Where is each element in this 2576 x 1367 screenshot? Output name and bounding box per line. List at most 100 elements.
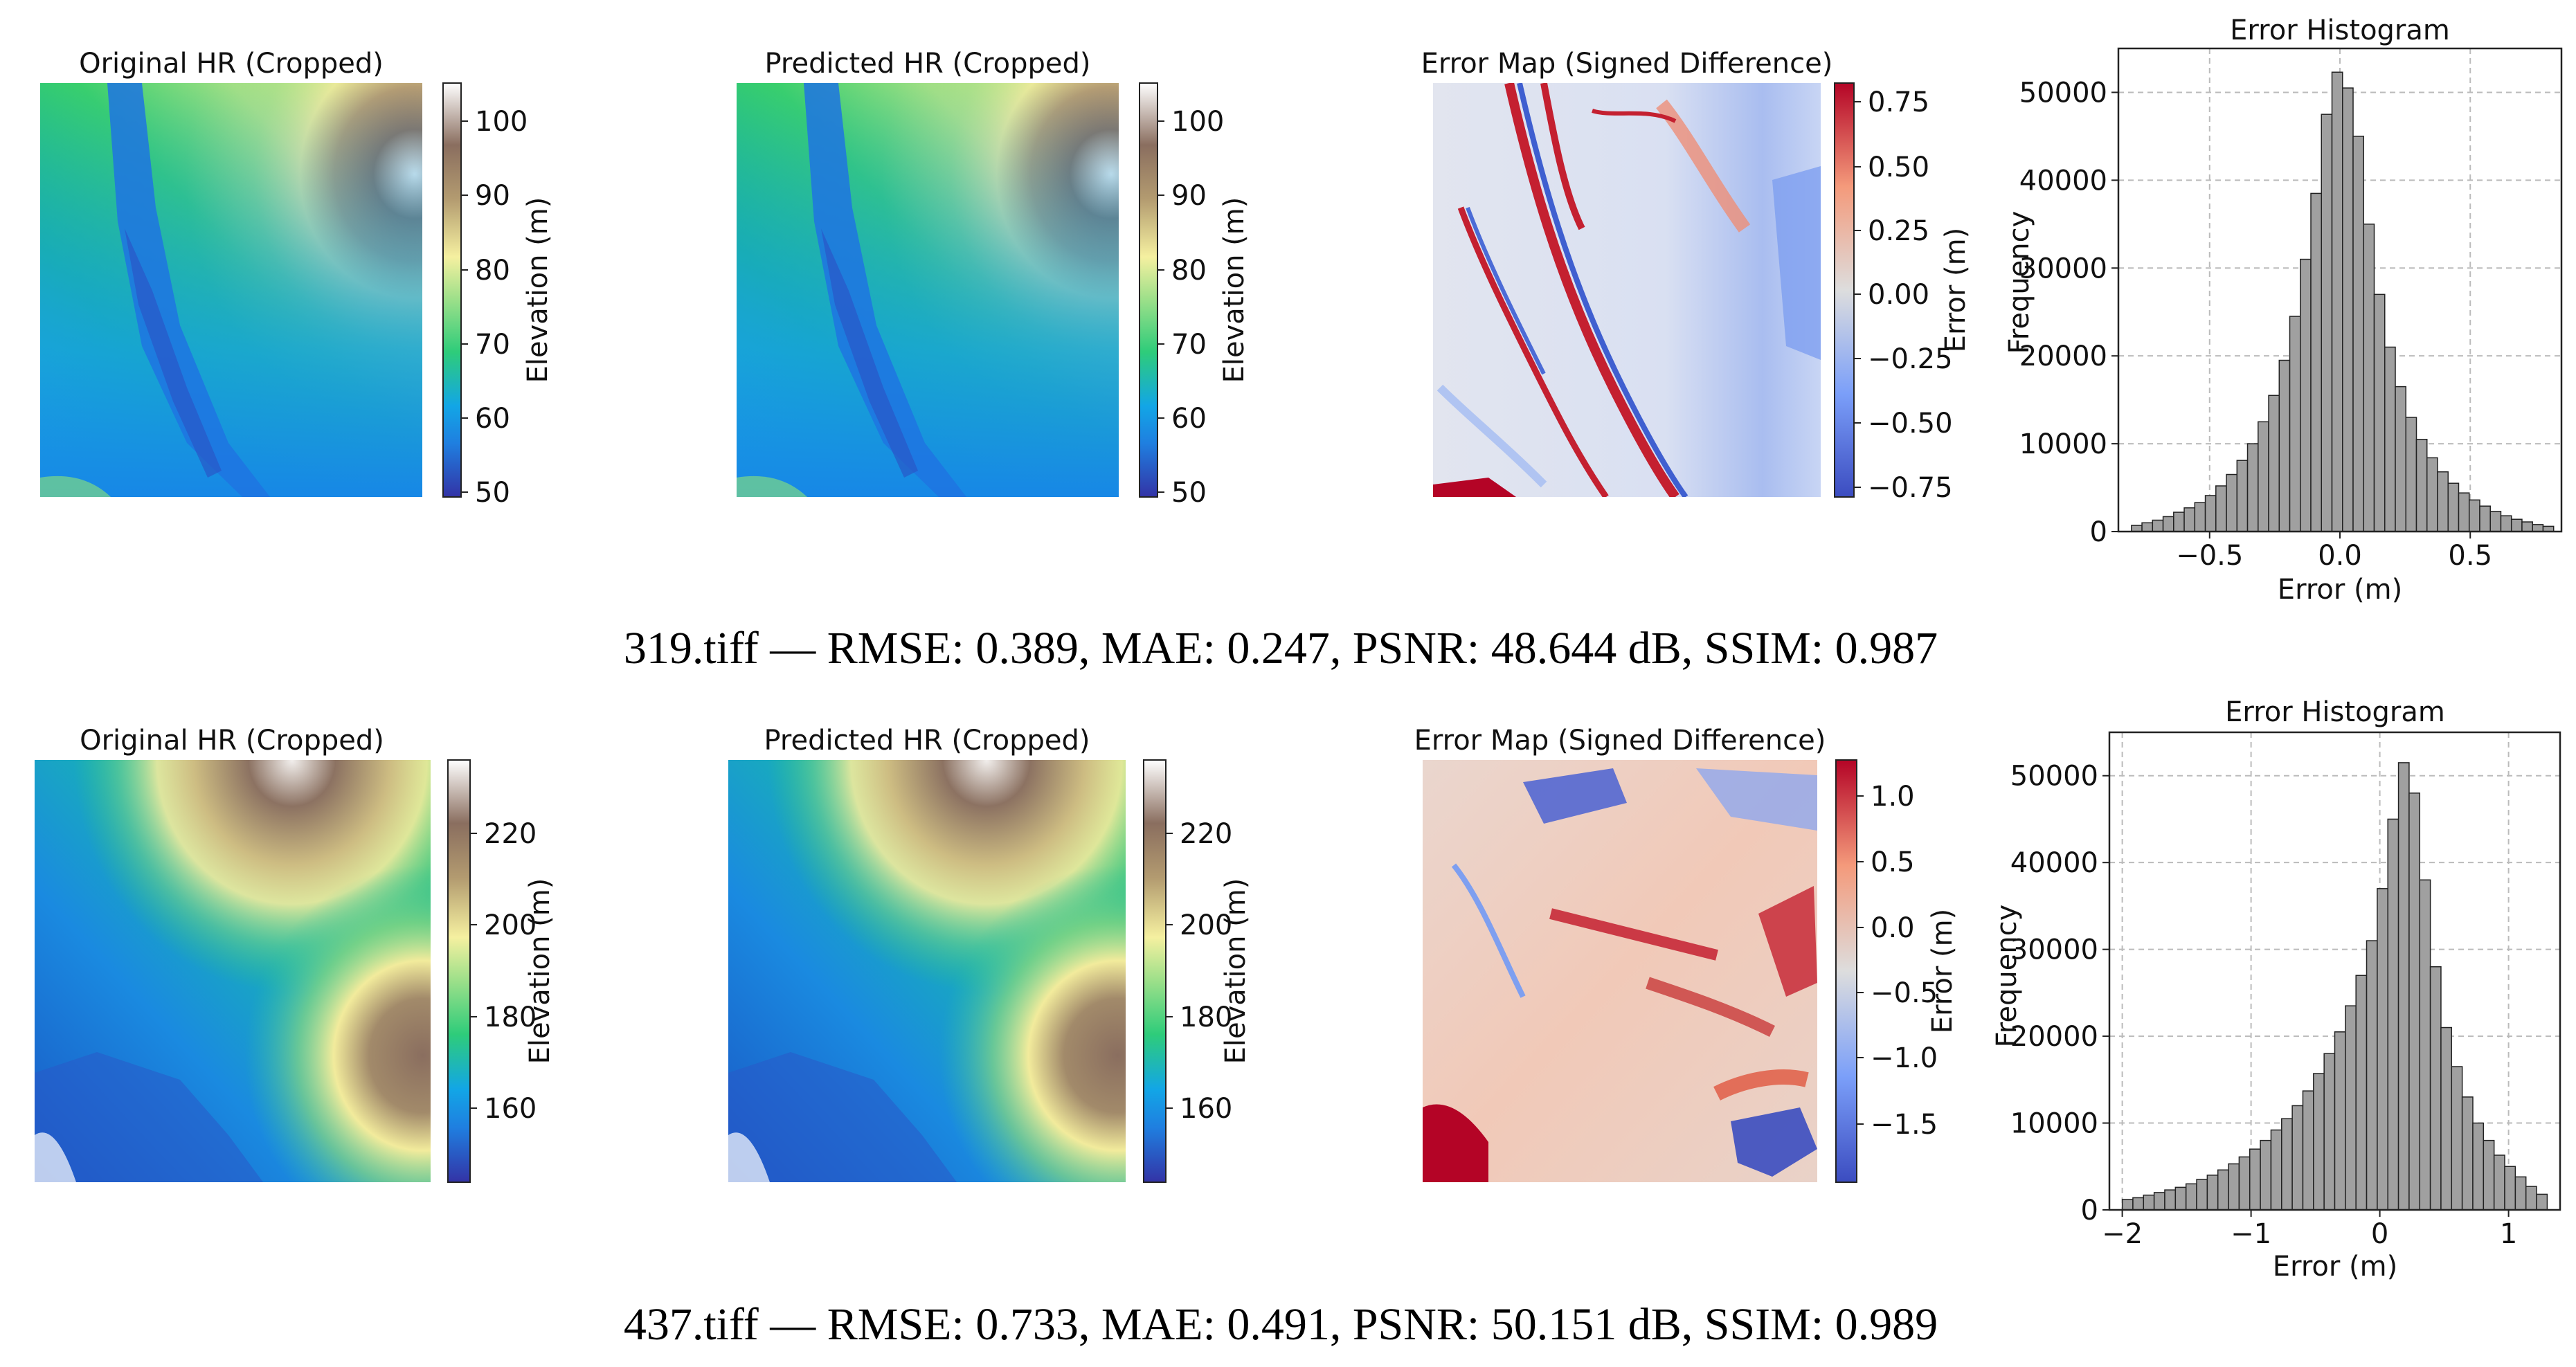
error-colorbar-2: 1.0 0.5 0.0 −0.5 −1.0 −1.5 Error (m) (1835, 759, 1958, 1183)
histogram-bar (2258, 421, 2269, 532)
y-tick-label: 40000 (2010, 847, 2098, 879)
histogram-bar (2384, 346, 2396, 532)
histogram-bar (2447, 482, 2460, 532)
error-histogram-1: Error Histogram 0 10000 20000 30000 40000 500… (2003, 15, 2563, 606)
colorbar-tick-label: 100 (475, 106, 528, 138)
x-tick-label: 1 (2500, 1218, 2517, 1250)
histogram-bar (2483, 1139, 2495, 1211)
histogram-bar (2185, 1183, 2197, 1211)
colorbar-tick-label: 160 (484, 1093, 537, 1125)
x-tick-label: −2 (2102, 1218, 2143, 1250)
colorbar-tick-label: 60 (1171, 403, 1207, 435)
colorbar-tick-label: 200 (484, 909, 537, 941)
y-tick-label: 0 (2081, 1195, 2098, 1226)
colorbar-tick-label: 160 (1180, 1093, 1232, 1125)
histogram-bar (2397, 762, 2410, 1211)
histogram-bar (2121, 1199, 2134, 1211)
colorbar-tick-label: 1.0 (1871, 781, 1915, 813)
error-map-image (1433, 83, 1821, 497)
histogram-bar (2268, 395, 2280, 532)
row-2-metrics-caption: 437.tiff — RMSE: 0.733, MAE: 0.491, PSNR… (624, 1299, 1938, 1350)
colorbar-tick-label: −0.50 (1868, 408, 1953, 440)
colorbar-tick-label: 0.75 (1868, 87, 1929, 118)
histogram-y-label: Frequency (2003, 211, 2035, 354)
colorbar-tick-label: −0.75 (1868, 472, 1953, 504)
elevation-colorbar-1b: 100 90 80 70 60 50 Elevation (m) (1139, 82, 1250, 509)
histogram-bar (2468, 499, 2480, 532)
histogram-bar (2437, 471, 2449, 532)
colorbar-tick-label: 60 (475, 403, 510, 435)
histogram-bar (2141, 522, 2154, 532)
colorbar-tick-label: 180 (1180, 1002, 1232, 1033)
histogram-bar (2342, 87, 2354, 532)
histogram-x-label: Error (m) (2278, 574, 2402, 606)
colorbar-tick-label: 180 (484, 1002, 537, 1033)
histogram-bar (2226, 473, 2238, 532)
histogram-bar (2429, 966, 2442, 1211)
histogram-bar (2302, 1090, 2314, 1211)
histogram-bar (2183, 507, 2196, 532)
histogram-bar (2355, 975, 2368, 1211)
elevation-axis-label: Elevation (m) (522, 197, 554, 383)
error-axis-label: Error (m) (1927, 909, 1958, 1033)
colorbar-tick-label: 220 (1180, 818, 1232, 850)
error-map-panel: Error Map (Signed Difference) (1414, 725, 1826, 1182)
histogram-bar (2395, 386, 2406, 532)
histogram-bar (2331, 71, 2343, 532)
histogram-bar (2419, 879, 2431, 1211)
colorbar-tick-label: 0.00 (1868, 279, 1929, 311)
row-1: Original HR (Cropped) 100 90 80 70 60 50 Elev… (40, 15, 2563, 673)
colorbar-tick-label: 200 (1180, 909, 1232, 941)
histogram-bar (2194, 502, 2206, 532)
histogram-bar (2373, 293, 2386, 532)
original-hr-elevation-image (35, 760, 431, 1182)
colorbar-tick-label: 0.0 (1871, 912, 1915, 944)
colorbar-tick-label: 90 (1171, 180, 1207, 212)
error-map-title: Error Map (Signed Difference) (1421, 48, 1833, 80)
histogram-bar (2281, 1118, 2293, 1211)
predicted-hr-panel: Predicted HR (Cropped) (728, 725, 1126, 1182)
x-tick-label: −1 (2231, 1218, 2271, 1250)
histogram-bar (2532, 524, 2544, 532)
histogram-bar (2143, 1194, 2155, 1211)
elevation-colorbar-2a: 220 200 180 160 Elevation (m) (447, 759, 556, 1183)
colorbar-tick-label: 70 (475, 329, 510, 361)
y-tick-label: 50000 (2010, 761, 2098, 793)
colorbar-tick-label: 80 (475, 255, 510, 287)
x-tick-label: 0.5 (2448, 540, 2492, 572)
y-tick-label: 50000 (2019, 77, 2107, 109)
error-histogram-2: Error Histogram 0 10000 20000 30000 40000 500… (1991, 696, 2561, 1283)
colorbar-tick-label: 100 (1171, 106, 1224, 138)
histogram-bar (2345, 1005, 2357, 1211)
histogram-bar (2132, 1197, 2145, 1211)
x-tick-label: 0 (2371, 1218, 2388, 1250)
histogram-bar (2514, 1176, 2527, 1211)
predicted-hr-elevation-image (737, 83, 1119, 497)
histogram-bar (2206, 1175, 2219, 1211)
histogram-bar (2131, 525, 2143, 532)
histogram-bar (2162, 516, 2174, 532)
histogram-bar (2472, 1122, 2485, 1211)
elevation-axis-label: Elevation (m) (524, 878, 556, 1065)
elevation-colorbar-2b: 220 200 180 160 Elevation (m) (1143, 759, 1252, 1183)
predicted-hr-title: Predicted HR (Cropped) (764, 48, 1090, 80)
histogram-bar (2236, 460, 2249, 532)
x-tick-label: 0.0 (2318, 540, 2362, 572)
histogram-bar (2260, 1139, 2272, 1211)
histogram-title: Error Histogram (2225, 696, 2445, 728)
error-map-image (1423, 760, 1817, 1182)
histogram-bar (2479, 505, 2491, 532)
histogram-bar (2164, 1189, 2177, 1211)
histogram-bar (2249, 1148, 2261, 1211)
colorbar-tick-label: 50 (1171, 477, 1207, 509)
elevation-axis-label: Elevation (m) (1220, 878, 1252, 1065)
histogram-bar (2313, 1073, 2325, 1211)
colorbar-tick-label: 0.50 (1868, 152, 1929, 183)
histogram-bar (2289, 316, 2301, 532)
histogram-bar (2291, 1105, 2304, 1211)
histogram-bar (2352, 136, 2365, 532)
y-tick-label: 20000 (2019, 341, 2107, 372)
y-tick-label: 30000 (2010, 934, 2098, 966)
original-hr-panel: Original HR (Cropped) (35, 725, 431, 1182)
histogram-bar (2440, 1026, 2453, 1211)
